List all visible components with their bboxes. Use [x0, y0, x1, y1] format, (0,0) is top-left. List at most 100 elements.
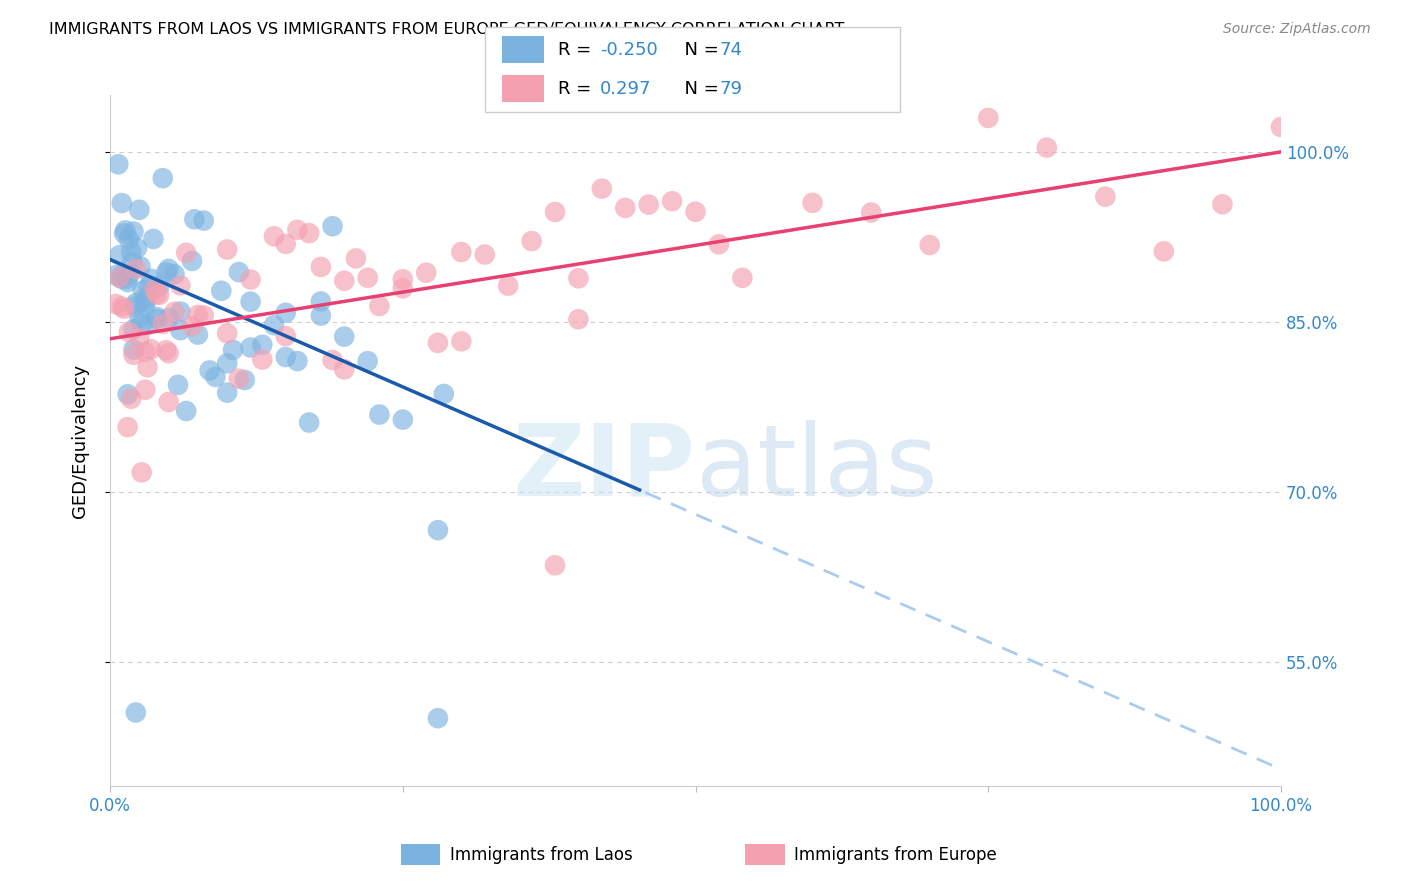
Point [274, 329, 297, 343]
Point [138, 279, 160, 293]
Point [274, 350, 297, 364]
Point [111, 271, 134, 285]
Point [239, 294, 262, 309]
Point [157, 346, 180, 360]
Point [111, 300, 134, 314]
Point [142, 232, 165, 246]
Point [426, 523, 449, 537]
Point [228, 265, 250, 279]
Point [222, 343, 245, 357]
Point [183, 212, 205, 227]
Point [474, 247, 496, 261]
Point [860, 205, 883, 219]
Point [125, 296, 148, 310]
Point [125, 262, 148, 277]
Point [169, 304, 191, 318]
Point [108, 248, 131, 262]
Point [1036, 140, 1059, 154]
Point [544, 205, 567, 219]
Point [125, 706, 148, 720]
Point [496, 278, 519, 293]
Point [120, 245, 142, 260]
Text: -0.250: -0.250 [600, 41, 658, 59]
Point [134, 291, 156, 305]
Point [567, 271, 589, 285]
Point [204, 370, 226, 384]
Point [134, 383, 156, 397]
Point [344, 252, 367, 266]
Text: ZIP: ZIP [513, 420, 696, 516]
Point [209, 284, 232, 298]
Point [128, 202, 150, 217]
Point [115, 272, 138, 286]
Point [131, 317, 153, 331]
Point [122, 225, 145, 239]
Point [415, 266, 437, 280]
Point [391, 272, 413, 286]
Point [614, 201, 637, 215]
Point [322, 219, 344, 234]
Point [139, 342, 162, 356]
Point [169, 278, 191, 293]
Point [143, 282, 166, 296]
Point [155, 343, 177, 358]
Text: N =: N = [673, 79, 725, 97]
Point [132, 284, 155, 298]
Point [309, 260, 332, 274]
Point [134, 344, 156, 359]
Point [152, 317, 174, 331]
Point [111, 268, 134, 282]
Point [146, 310, 169, 324]
Point [1211, 197, 1233, 211]
Point [118, 325, 141, 339]
Point [122, 322, 145, 336]
Text: 0.297: 0.297 [600, 79, 652, 97]
Point [181, 253, 204, 268]
Point [181, 319, 204, 334]
Text: Source: ZipAtlas.com: Source: ZipAtlas.com [1223, 22, 1371, 37]
Point [117, 387, 139, 401]
Point [118, 232, 141, 246]
Point [287, 223, 309, 237]
Text: atlas: atlas [696, 420, 938, 516]
Point [274, 236, 297, 251]
Point [146, 287, 169, 301]
Point [128, 310, 150, 324]
Text: IMMIGRANTS FROM LAOS VS IMMIGRANTS FROM EUROPE GED/EQUIVALENCY CORRELATION CHART: IMMIGRANTS FROM LAOS VS IMMIGRANTS FROM … [49, 22, 845, 37]
Point [333, 329, 356, 343]
Point [731, 270, 754, 285]
Point [104, 297, 127, 311]
Point [148, 279, 170, 293]
Point [163, 305, 186, 319]
Point [193, 309, 215, 323]
Point [1094, 189, 1116, 203]
Point [450, 334, 472, 349]
Point [198, 363, 221, 377]
Point [368, 299, 391, 313]
Point [263, 318, 285, 333]
Text: R =: R = [558, 79, 603, 97]
Point [520, 234, 543, 248]
Point [193, 213, 215, 227]
Point [239, 341, 262, 355]
Text: N =: N = [673, 41, 725, 59]
Point [298, 416, 321, 430]
Point [148, 288, 170, 302]
Point [122, 348, 145, 362]
Point [274, 306, 297, 320]
Text: 74: 74 [720, 41, 742, 59]
Point [309, 294, 332, 309]
Point [391, 281, 413, 295]
Point [661, 194, 683, 209]
Point [217, 243, 239, 257]
Point [146, 312, 169, 326]
Point [114, 223, 136, 237]
Point [155, 265, 177, 279]
Point [544, 558, 567, 573]
Text: Immigrants from Laos: Immigrants from Laos [450, 846, 633, 863]
Point [450, 245, 472, 260]
Point [136, 318, 159, 332]
Point [187, 327, 209, 342]
Point [233, 373, 256, 387]
Point [637, 197, 659, 211]
